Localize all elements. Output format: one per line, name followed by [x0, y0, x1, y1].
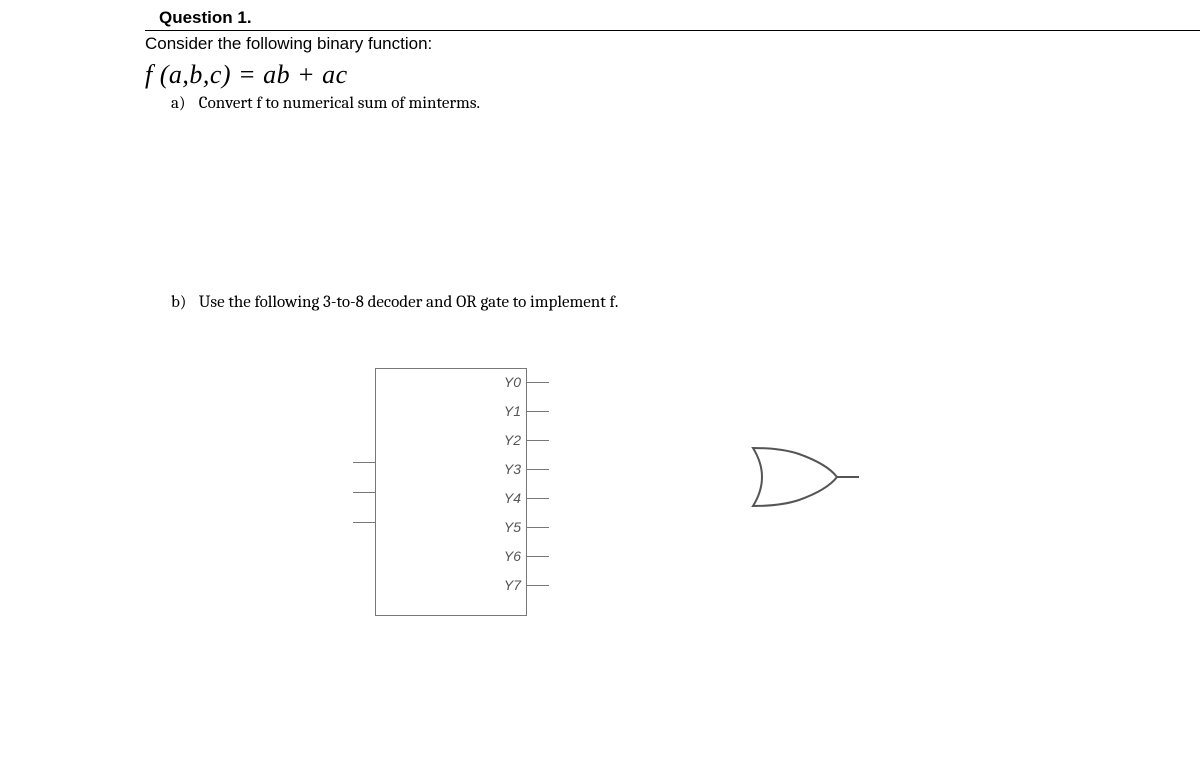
part-b-text: Use the following 3-to-8 decoder and OR …: [199, 293, 619, 312]
decoder-output-wire: [527, 411, 549, 412]
decoder-output-wire: [527, 585, 549, 586]
decoder-output-label: Y1: [497, 403, 521, 419]
decoder-output-wire: [527, 440, 549, 441]
decoder-output-wire: [527, 469, 549, 470]
part-b-label: b): [171, 293, 195, 312]
horizontal-rule: [145, 30, 1200, 31]
question-formula: f (a,b,c) = ab + ac: [145, 60, 1200, 90]
or-gate-icon: [745, 442, 865, 512]
part-a-text: Convert f to numerical sum of minterms.: [199, 94, 480, 113]
decoder-output-wire: [527, 498, 549, 499]
decoder-output-label: Y4: [497, 490, 521, 506]
decoder-output-wire: [527, 382, 549, 383]
question-title: Question 1.: [159, 8, 1200, 28]
decoder-input-wire: [353, 522, 375, 523]
decoder-output-label: Y2: [497, 432, 521, 448]
decoder-output-wire: [527, 527, 549, 528]
decoder-output-label: Y5: [497, 519, 521, 535]
part-a: a) Convert f to numerical sum of minterm…: [171, 94, 1200, 113]
decoder-output-label: Y7: [497, 577, 521, 593]
decoder-input-wire: [353, 462, 375, 463]
decoder-output-label: Y3: [497, 461, 521, 477]
question-page: Question 1. Consider the following binar…: [0, 0, 1200, 773]
decoder-output-label: Y0: [497, 374, 521, 390]
decoder-input-wire: [353, 492, 375, 493]
question-prompt: Consider the following binary function:: [145, 34, 1200, 54]
decoder-output-wire: [527, 556, 549, 557]
decoder-output-label: Y6: [497, 548, 521, 564]
part-a-label: a): [171, 94, 195, 113]
part-b: b) Use the following 3-to-8 decoder and …: [171, 293, 1200, 312]
circuit-diagram: Y0 Y1 Y2 Y3 Y4 Y5 Y6 Y7: [145, 354, 1045, 654]
